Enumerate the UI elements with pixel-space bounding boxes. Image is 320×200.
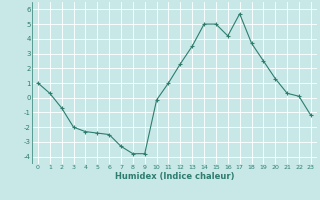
X-axis label: Humidex (Indice chaleur): Humidex (Indice chaleur) xyxy=(115,172,234,181)
